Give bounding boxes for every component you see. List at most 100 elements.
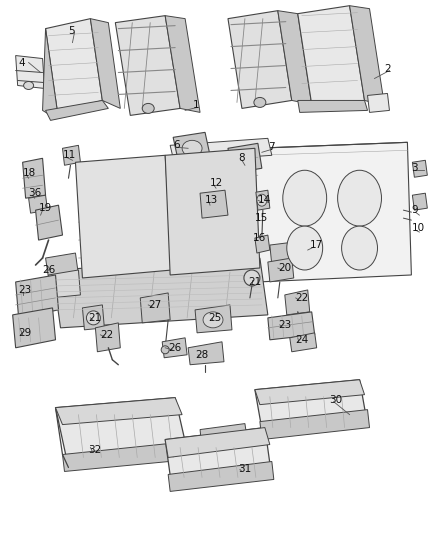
Ellipse shape <box>254 98 266 108</box>
Text: 10: 10 <box>411 223 424 233</box>
Text: 29: 29 <box>19 328 32 338</box>
Ellipse shape <box>24 82 34 90</box>
Ellipse shape <box>203 312 223 328</box>
Text: 13: 13 <box>205 195 218 205</box>
Text: 22: 22 <box>295 293 308 303</box>
Text: 23: 23 <box>278 320 291 330</box>
Polygon shape <box>298 6 364 104</box>
Polygon shape <box>268 258 294 282</box>
Polygon shape <box>228 11 292 108</box>
Polygon shape <box>195 305 232 333</box>
Polygon shape <box>168 462 274 491</box>
Polygon shape <box>165 427 272 489</box>
Text: 9: 9 <box>411 205 418 215</box>
Polygon shape <box>255 379 364 405</box>
Polygon shape <box>82 305 104 330</box>
Polygon shape <box>173 132 210 160</box>
Text: 28: 28 <box>195 350 208 360</box>
Ellipse shape <box>182 140 202 156</box>
Text: 25: 25 <box>208 313 221 323</box>
Polygon shape <box>13 308 56 348</box>
Polygon shape <box>350 6 385 106</box>
Polygon shape <box>413 193 427 210</box>
Polygon shape <box>255 379 367 434</box>
Ellipse shape <box>257 194 267 206</box>
Polygon shape <box>162 338 187 358</box>
Polygon shape <box>200 190 228 218</box>
Text: 6: 6 <box>173 140 180 150</box>
Text: 4: 4 <box>19 58 25 68</box>
Polygon shape <box>165 148 260 275</box>
Polygon shape <box>285 290 310 315</box>
Ellipse shape <box>287 226 323 270</box>
Text: 8: 8 <box>238 154 244 163</box>
Text: 11: 11 <box>63 150 76 160</box>
Text: 1: 1 <box>193 100 200 110</box>
Text: 18: 18 <box>23 168 36 178</box>
Ellipse shape <box>235 152 255 168</box>
Polygon shape <box>53 258 268 328</box>
Text: 5: 5 <box>68 26 75 36</box>
Text: 17: 17 <box>310 240 323 250</box>
Polygon shape <box>49 270 81 298</box>
Polygon shape <box>165 427 270 457</box>
Polygon shape <box>278 11 312 104</box>
Polygon shape <box>290 333 317 352</box>
Polygon shape <box>256 190 270 210</box>
Polygon shape <box>255 142 411 282</box>
Text: 2: 2 <box>385 63 391 74</box>
Polygon shape <box>42 29 57 118</box>
Text: 24: 24 <box>295 335 308 345</box>
Ellipse shape <box>338 170 381 226</box>
Polygon shape <box>255 235 270 253</box>
Polygon shape <box>46 100 108 120</box>
Text: 14: 14 <box>258 195 271 205</box>
Text: 21: 21 <box>248 277 261 287</box>
Polygon shape <box>23 158 46 198</box>
Text: 26: 26 <box>168 343 181 353</box>
Polygon shape <box>140 293 170 323</box>
Polygon shape <box>212 170 232 191</box>
Text: 26: 26 <box>42 265 56 275</box>
Text: 3: 3 <box>411 163 418 173</box>
Ellipse shape <box>161 346 169 354</box>
Polygon shape <box>16 275 59 318</box>
Polygon shape <box>28 195 48 213</box>
Polygon shape <box>200 424 248 449</box>
Polygon shape <box>188 342 224 365</box>
Polygon shape <box>35 205 63 240</box>
Text: 32: 32 <box>88 445 102 455</box>
Polygon shape <box>270 240 312 265</box>
Text: 31: 31 <box>238 464 251 474</box>
Text: 16: 16 <box>253 233 266 243</box>
Polygon shape <box>367 93 389 112</box>
Polygon shape <box>228 143 262 173</box>
Polygon shape <box>46 253 78 278</box>
Ellipse shape <box>142 103 154 114</box>
Polygon shape <box>95 323 120 352</box>
Polygon shape <box>260 410 370 440</box>
Polygon shape <box>63 146 81 165</box>
Polygon shape <box>90 19 120 108</box>
Text: 30: 30 <box>330 394 343 405</box>
Text: 15: 15 <box>255 213 268 223</box>
Polygon shape <box>115 15 180 116</box>
Text: 12: 12 <box>210 178 223 188</box>
Ellipse shape <box>86 311 100 325</box>
Polygon shape <box>298 100 367 112</box>
Polygon shape <box>46 19 102 112</box>
Text: 22: 22 <box>100 330 113 340</box>
Text: 23: 23 <box>19 285 32 295</box>
Polygon shape <box>16 55 45 88</box>
Polygon shape <box>170 139 272 162</box>
Polygon shape <box>268 312 314 340</box>
Text: 20: 20 <box>278 263 291 273</box>
Text: 36: 36 <box>28 188 42 198</box>
Polygon shape <box>56 398 182 425</box>
Text: 27: 27 <box>148 300 162 310</box>
Text: 19: 19 <box>39 203 52 213</box>
Text: 7: 7 <box>268 142 275 152</box>
Text: 21: 21 <box>88 313 102 323</box>
Ellipse shape <box>283 170 327 226</box>
Ellipse shape <box>216 176 226 186</box>
